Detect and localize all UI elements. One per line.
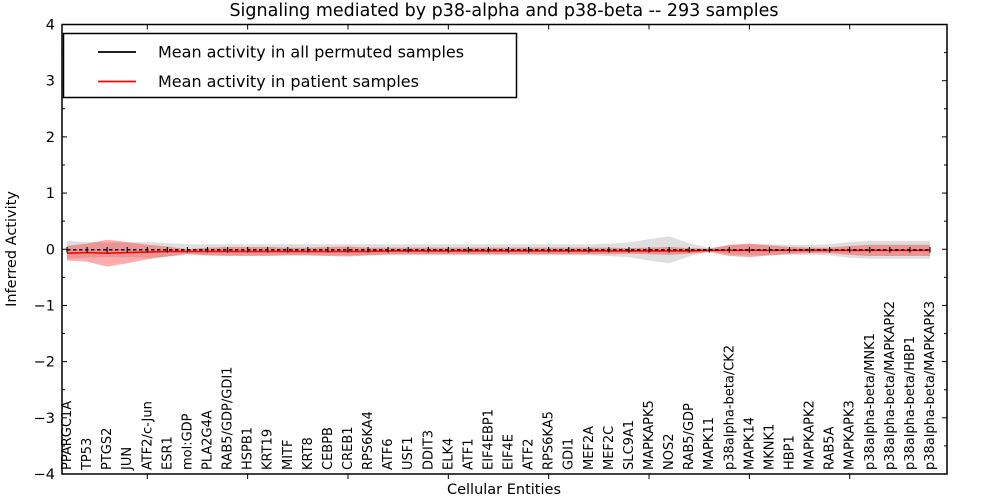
x-tick-label: EIF4E (502, 434, 517, 470)
x-tick-label: TP53 (80, 438, 95, 471)
x-tick-label: p38alpha-beta/HBP1 (903, 336, 918, 470)
y-tick-label: 3 (46, 74, 55, 90)
x-tick-label: ESR1 (160, 436, 175, 470)
legend-label-permuted: Mean activity in all permuted samples (158, 43, 464, 62)
x-tick-label: MAPKAPK2 (803, 400, 818, 470)
x-tick-label: NOS2 (662, 434, 677, 470)
plot-border (61, 23, 948, 475)
x-tick-label: ATF6 (381, 438, 396, 470)
x-tick-label: RAB5A (823, 426, 838, 470)
x-tick-label: HSPB1 (241, 427, 256, 470)
x-tick-label: MITF (281, 440, 296, 470)
x-tick-label: KRT19 (261, 429, 276, 470)
mean-lines (66, 247, 931, 254)
x-tick-label: RPS6KA4 (361, 411, 376, 470)
legend: Mean activity in all permuted samples Me… (62, 32, 518, 99)
x-tick-label: p38alpha-beta/MAPKAPK3 (923, 301, 938, 470)
x-tick-label: MEF2C (602, 426, 617, 470)
x-tick-label: MAPK11 (702, 417, 717, 470)
legend-box (62, 32, 518, 99)
x-tick-label: USF1 (401, 436, 416, 470)
x-tick-label: p38alpha-beta/MNK1 (863, 333, 878, 470)
chart-title: Signaling mediated by p38-alpha and p38-… (229, 1, 778, 21)
x-tick-label: RAB5/GDP (682, 403, 697, 470)
x-tick-label: CEBPB (321, 427, 336, 470)
x-tick-label: PTGS2 (100, 428, 115, 470)
x-tick-label: GDI1 (562, 438, 577, 470)
x-tick-label: CREB1 (341, 426, 356, 470)
y-tick-label: −3 (34, 411, 55, 427)
y-tick-label: 4 (46, 18, 55, 34)
x-tick-label: EIF4EBP1 (481, 409, 496, 470)
x-tick-label: MAPK14 (742, 417, 757, 470)
x-axis-title: Cellular Entities (447, 482, 561, 498)
patient-mean-line (66, 249, 930, 254)
permuted-std-band (67, 236, 930, 264)
x-tick-label: MAPKAPK3 (843, 400, 858, 470)
std-bands (67, 236, 930, 267)
y-tick-label: −2 (34, 355, 55, 371)
x-tick-label: JUN (120, 447, 135, 471)
y-tick-labels: 4 3 2 1 0 −1 −2 −3 −4 (34, 18, 55, 484)
x-tick-label: ATF2 (522, 438, 537, 470)
x-tick-label: RAB5/GDP/GDI1 (221, 367, 236, 470)
x-tick-label: ATF2/c-Jun (140, 401, 155, 470)
y-tick-label: 1 (46, 186, 55, 202)
y-tick-label: −1 (34, 298, 55, 314)
x-tick-label: ATF1 (461, 438, 476, 470)
x-tick-label: KRT8 (301, 437, 316, 470)
x-tick-label: p38alpha-beta/CK2 (722, 345, 737, 470)
x-tick-label: MAPKAPK5 (642, 400, 657, 470)
x-tick-label: RPS6KA5 (542, 411, 557, 470)
x-tick-label: MEF2A (582, 426, 597, 470)
x-tick-label: p38alpha-beta/MAPKAPK2 (883, 301, 898, 470)
x-tick-label: SLC9A1 (622, 420, 637, 470)
x-tick-label: PLA2G4A (200, 410, 215, 470)
permuted-line-markers (66, 247, 931, 253)
y-axis-title: Inferred Activity (4, 191, 20, 307)
patient-std-band (67, 239, 930, 267)
x-tick-label: PPARGC1A (60, 401, 75, 470)
y-tick-label: 2 (46, 130, 55, 146)
y-tick-label: −4 (34, 467, 55, 483)
x-tick-label: mol:GDP (180, 413, 195, 470)
x-tick-labels: PPARGC1A TP53 PTGS2 JUN ATF2/c-Jun ESR1 mol:GD… (60, 301, 938, 471)
y-tick-label: 0 (46, 242, 55, 258)
x-tick-label: MKNK1 (762, 424, 777, 470)
x-tick-label: ELK4 (441, 438, 456, 470)
x-tick-label: HBP1 (783, 435, 798, 470)
x-tick-label: DDIT3 (421, 430, 436, 470)
legend-label-patient: Mean activity in patient samples (158, 72, 419, 91)
